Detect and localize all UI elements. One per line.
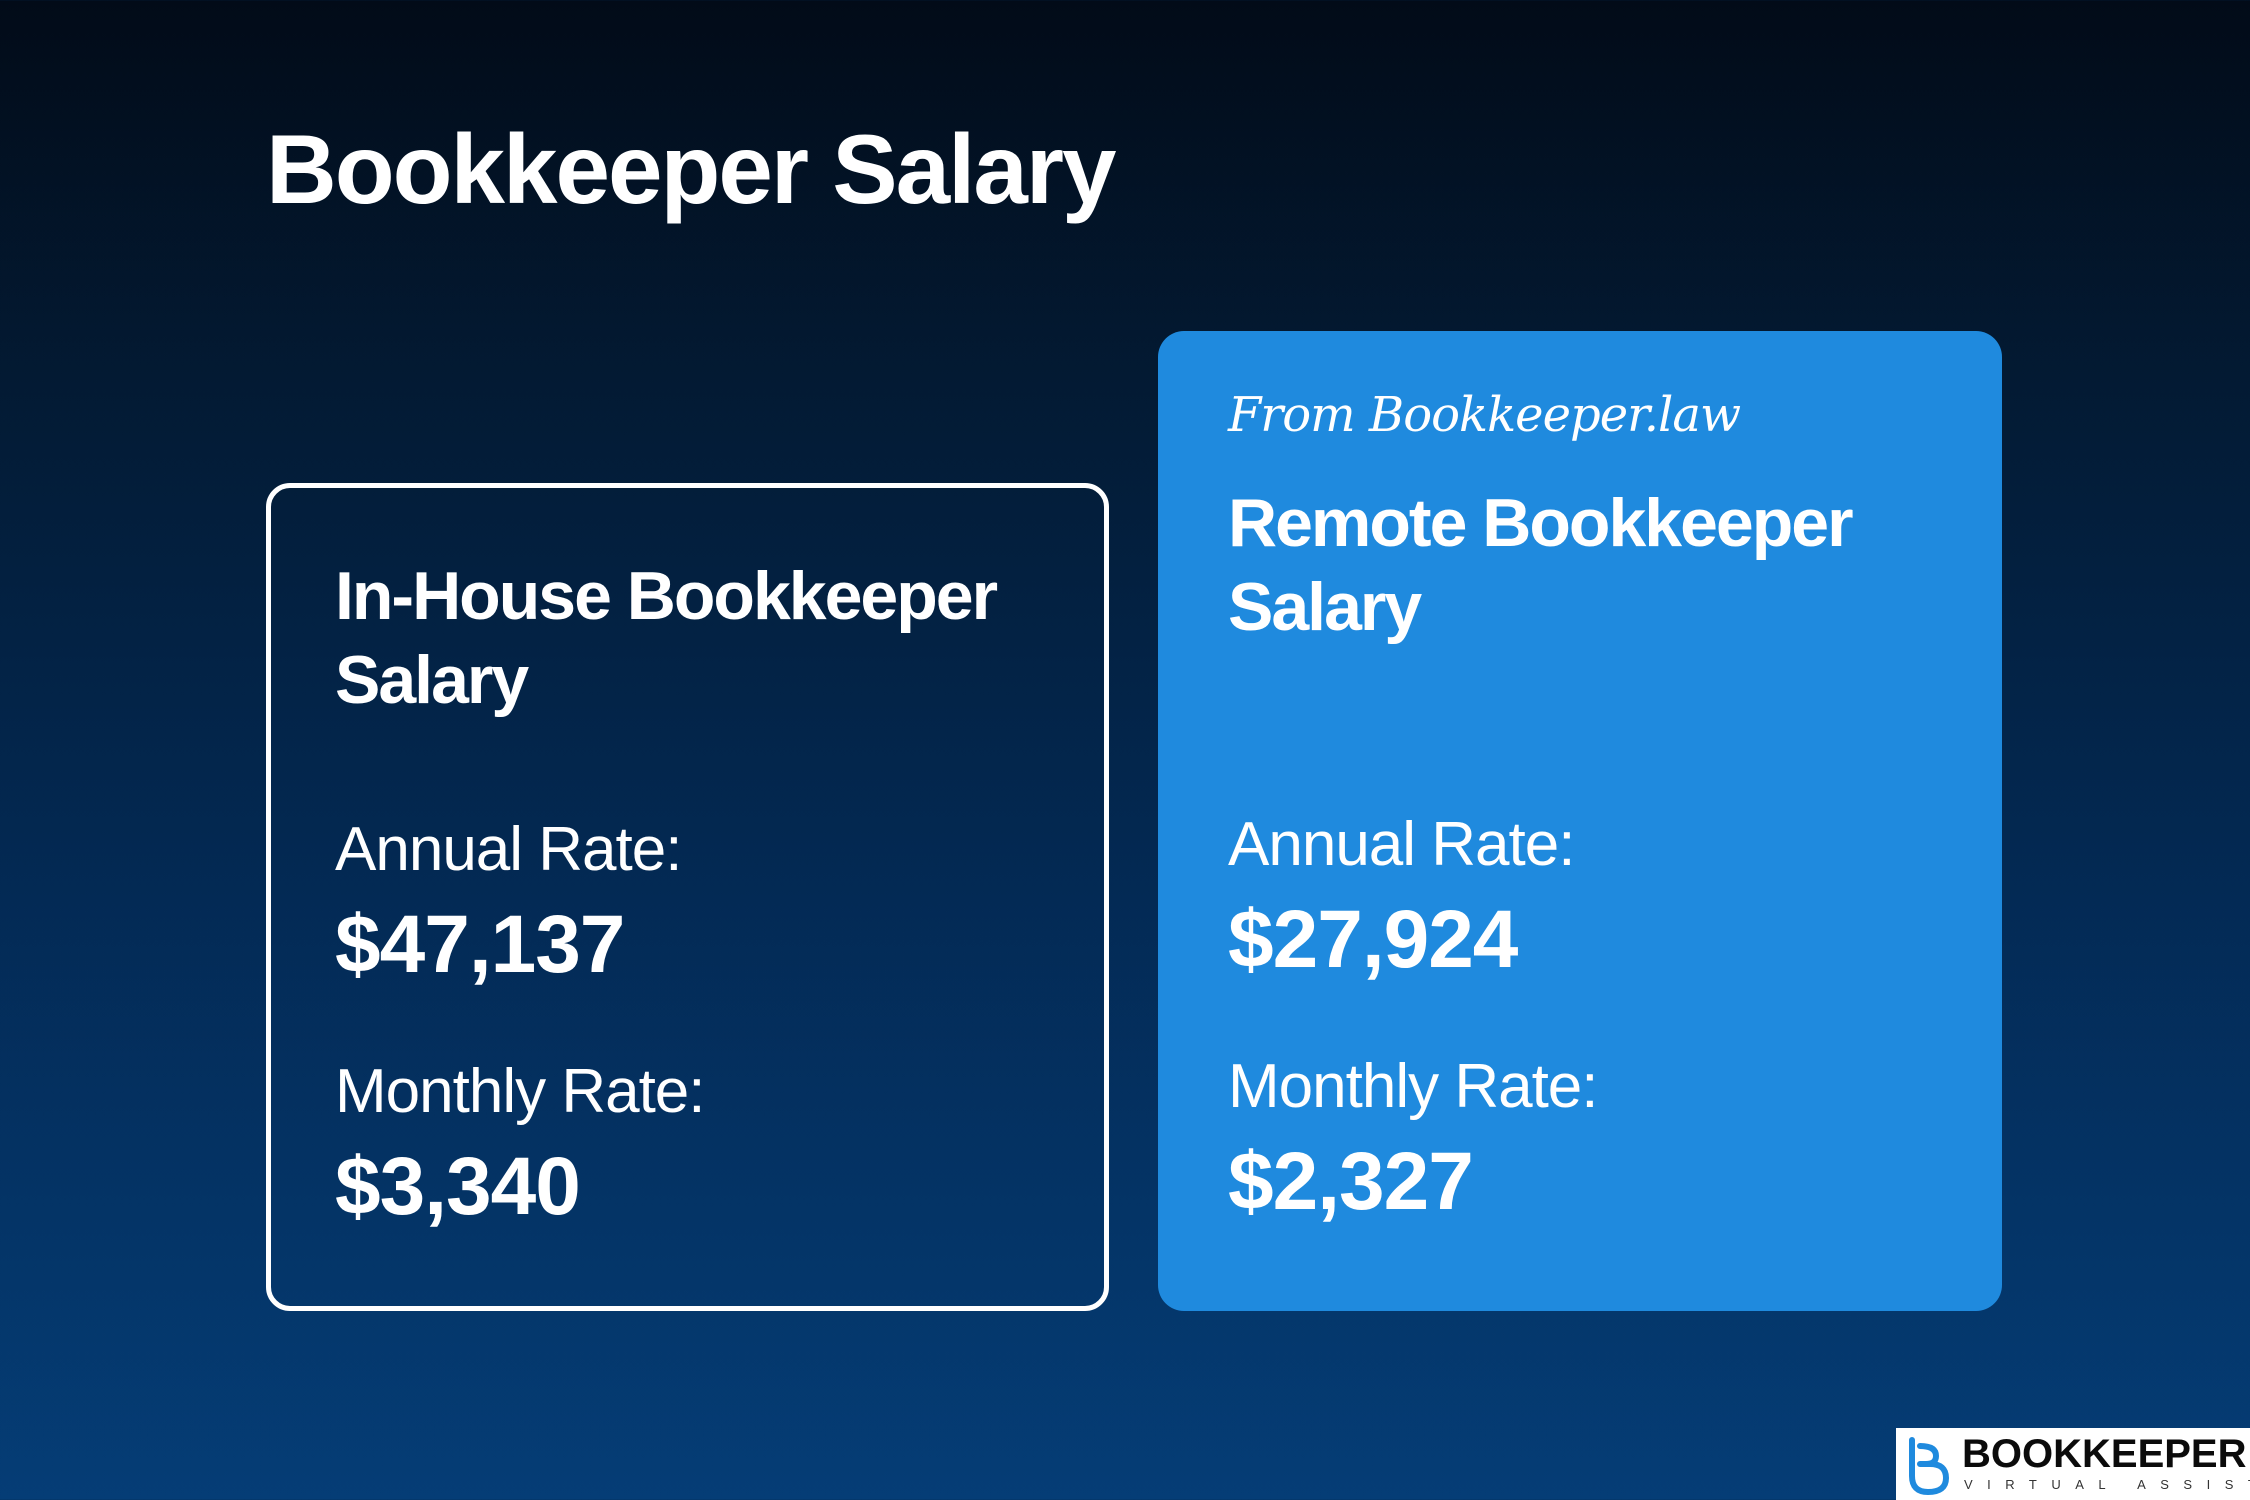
inhouse-monthly-rate-value: $3,340 bbox=[335, 1141, 581, 1232]
inhouse-card-title: In-House Bookkeeper Salary bbox=[335, 558, 998, 718]
remote-annual-rate-label: Annual Rate: bbox=[1228, 810, 1575, 879]
inhouse-monthly-rate-label: Monthly Rate: bbox=[335, 1057, 706, 1126]
brand-logo: BOOKKEEPER VIRTUAL ASSISTANT bbox=[1896, 1428, 2250, 1500]
bookkeeper-b-logo-icon bbox=[1909, 1437, 1949, 1495]
brand-name: BOOKKEEPER bbox=[1962, 1432, 2247, 1476]
inhouse-salary-card: In-House Bookkeeper Salary Annual Rate: … bbox=[266, 483, 1109, 1311]
remote-card-title: Remote Bookkeeper Salary bbox=[1228, 485, 1854, 645]
remote-monthly-rate-label: Monthly Rate: bbox=[1228, 1052, 1599, 1121]
inhouse-annual-rate-value: $47,137 bbox=[335, 899, 625, 990]
remote-card-source: From Bookkeeper.law bbox=[1228, 387, 1741, 443]
page-title: Bookkeeper Salary bbox=[266, 114, 1116, 224]
remote-annual-rate-value: $27,924 bbox=[1228, 894, 1518, 985]
brand-tagline: VIRTUAL ASSISTANT bbox=[1964, 1477, 2250, 1492]
remote-monthly-rate-value: $2,327 bbox=[1228, 1136, 1474, 1227]
inhouse-annual-rate-label: Annual Rate: bbox=[335, 815, 682, 884]
remote-salary-card: From Bookkeeper.law Remote Bookkeeper Sa… bbox=[1158, 331, 2002, 1311]
